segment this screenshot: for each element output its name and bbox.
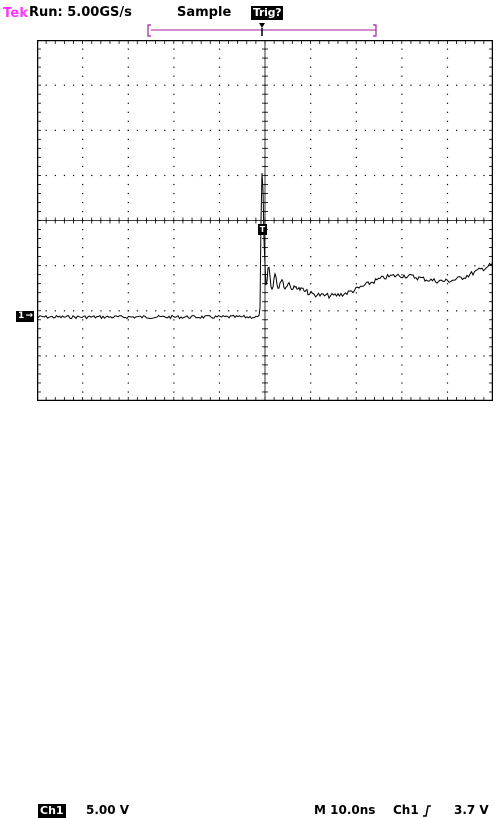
readout-bar: Ch1 5.00 V M 10.0ns Ch1 3.7 V [0, 401, 498, 818]
timebase-readout: M 10.0ns [314, 803, 376, 817]
trigger-source: Ch1 [393, 803, 419, 817]
ch1-ground-marker: 1 → [16, 311, 34, 322]
status-bar: Tek Run: 5.00GS/s Sample Trig? [0, 0, 498, 40]
brand-logo: Tek [3, 6, 29, 21]
trigger-level: 3.7 V [454, 803, 489, 817]
trigger-point-marker: T [258, 224, 267, 235]
waveform-display [37, 40, 493, 401]
vertical-scale: 5.00 V [86, 803, 130, 817]
record-position-bar [147, 23, 377, 37]
trigger-position-icon [259, 23, 265, 28]
run-status: Run: 5.00GS/s [29, 5, 132, 20]
ch1-waveform [37, 172, 493, 320]
rising-edge-icon [423, 805, 431, 817]
acquisition-mode: Sample [177, 5, 232, 20]
graticule [37, 40, 493, 401]
trigger-status-badge: Trig? [251, 6, 284, 20]
channel-badge: Ch1 [38, 804, 66, 818]
